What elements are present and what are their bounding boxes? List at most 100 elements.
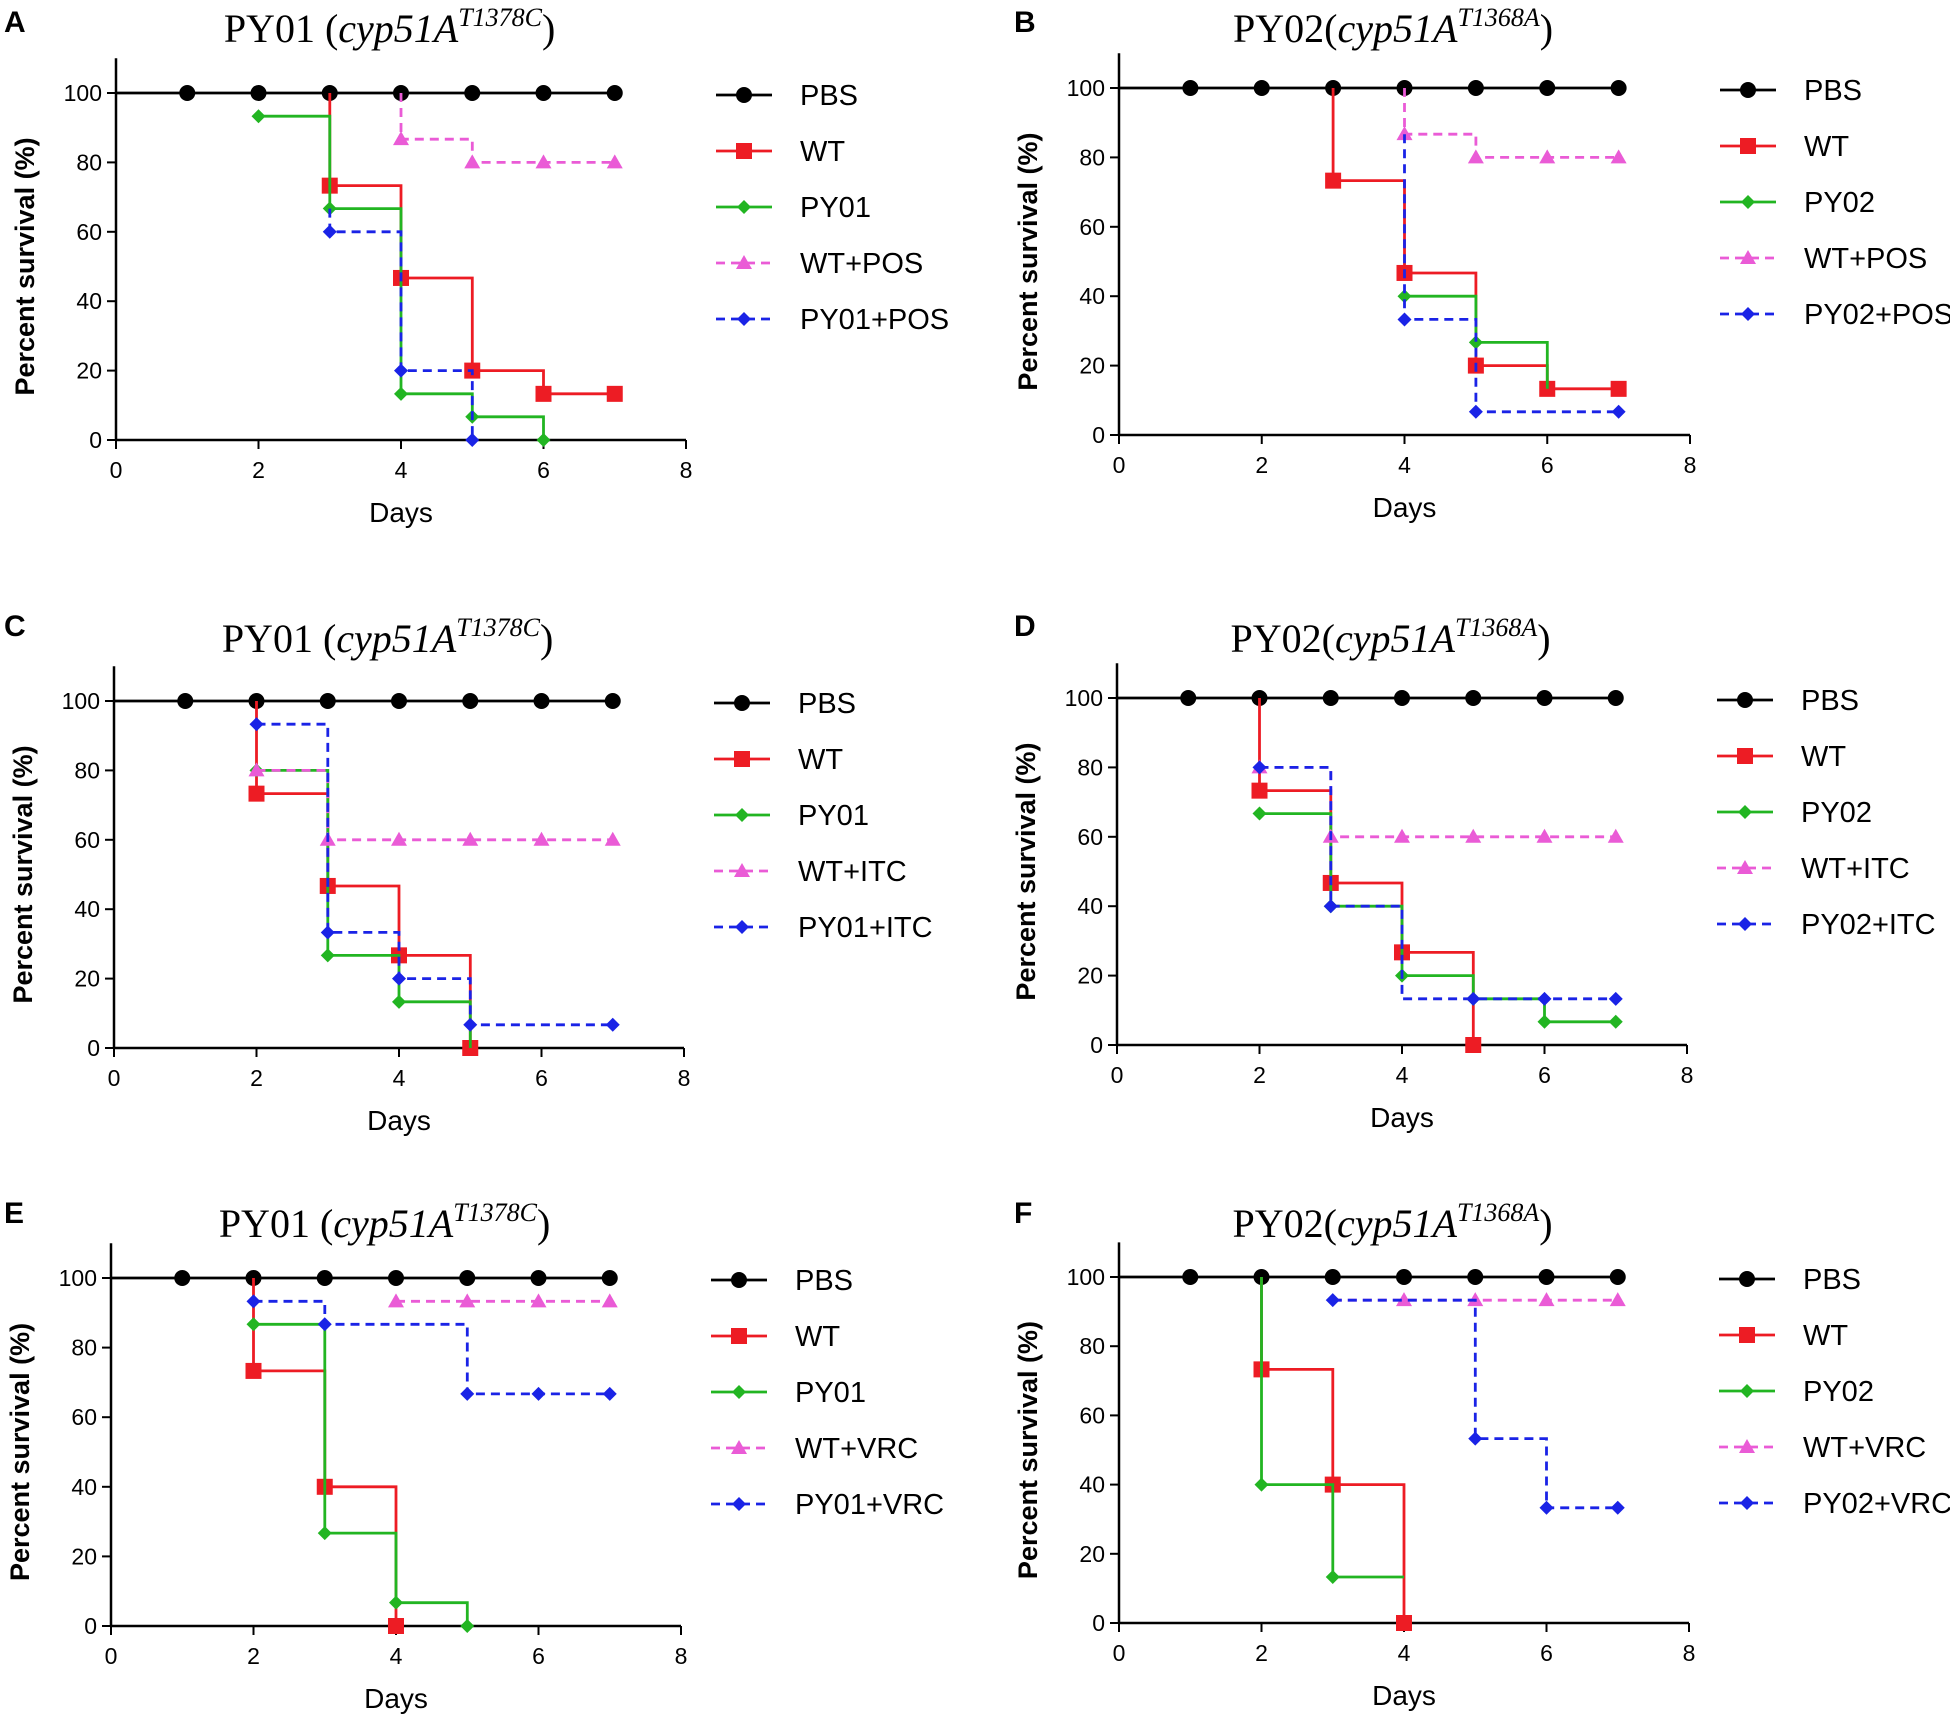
data-point bbox=[1252, 806, 1267, 821]
legend-label: WT bbox=[1803, 1320, 1848, 1352]
series-wt bbox=[1251, 698, 1482, 1053]
x-axis-label: Days bbox=[367, 1105, 431, 1136]
series-py01-plus-itc bbox=[249, 717, 620, 1032]
data-point bbox=[319, 693, 336, 709]
data-point bbox=[1467, 1269, 1484, 1285]
y-tick-label: 80 bbox=[1079, 144, 1105, 170]
y-axis-label: Percent survival (%) bbox=[5, 1323, 35, 1581]
data-point bbox=[1609, 1269, 1626, 1285]
data-point bbox=[177, 693, 194, 709]
data-point bbox=[602, 1386, 617, 1401]
data-point bbox=[459, 1270, 476, 1286]
x-axis-label: Days bbox=[369, 497, 433, 528]
data-point bbox=[601, 1293, 618, 1308]
data-point bbox=[1394, 690, 1410, 706]
survival-line bbox=[1403, 134, 1619, 414]
legend-label: WT bbox=[798, 744, 843, 776]
data-point bbox=[464, 85, 481, 101]
x-tick-label: 6 bbox=[1541, 452, 1554, 478]
data-point bbox=[1322, 690, 1339, 706]
data-point bbox=[462, 693, 479, 709]
y-axis-label: Percent survival (%) bbox=[1011, 742, 1041, 1000]
legend-marker bbox=[736, 87, 752, 103]
legend-item: PBS bbox=[1719, 1264, 1861, 1296]
data-point bbox=[535, 85, 552, 101]
legend-item: WT+ITC bbox=[714, 856, 907, 888]
series-py01 bbox=[246, 1317, 475, 1633]
data-point bbox=[1252, 760, 1267, 775]
legend-item: PBS bbox=[716, 80, 858, 112]
data-point bbox=[389, 1595, 403, 1610]
series-pbs bbox=[1119, 80, 1627, 96]
data-point bbox=[1182, 1269, 1199, 1285]
legend-marker bbox=[1739, 1271, 1755, 1287]
data-point bbox=[249, 717, 264, 732]
data-point bbox=[459, 1293, 476, 1308]
panel-letter: D bbox=[1014, 610, 1036, 643]
data-point bbox=[1538, 1292, 1555, 1307]
data-point bbox=[394, 363, 408, 378]
data-point bbox=[1536, 828, 1553, 843]
data-point bbox=[1324, 1269, 1341, 1285]
data-point bbox=[1396, 1269, 1412, 1285]
y-tick-label: 80 bbox=[74, 757, 100, 783]
data-point bbox=[535, 385, 552, 402]
data-point bbox=[1608, 991, 1623, 1006]
x-tick-label: 2 bbox=[247, 1643, 260, 1669]
data-point bbox=[460, 1619, 475, 1633]
data-point bbox=[1608, 1014, 1623, 1029]
chart-title: PY01 (cyp51AT1378C) bbox=[222, 613, 554, 661]
legend-label: PY01+ITC bbox=[798, 912, 933, 944]
data-point bbox=[1180, 690, 1197, 706]
data-point bbox=[606, 85, 623, 101]
legend-item: WT bbox=[1717, 741, 1846, 773]
y-tick-label: 0 bbox=[89, 427, 102, 453]
legend-marker bbox=[731, 1328, 747, 1344]
data-point bbox=[1325, 1569, 1340, 1584]
x-axis-label: Days bbox=[1370, 1102, 1434, 1133]
legend-item: PY01+ITC bbox=[714, 912, 933, 944]
series-pbs bbox=[114, 693, 621, 709]
legend-label: PY02 bbox=[1803, 1376, 1874, 1408]
legend-item: PY02+POS bbox=[1720, 299, 1950, 331]
series-wt-plus-vrc bbox=[1332, 1292, 1626, 1307]
panel-b: B PY02(cyp51AT1368A) 0 20 40 60 80 100 0 2 4 6 8 Days… bbox=[1013, 3, 1950, 523]
data-point bbox=[462, 831, 479, 846]
data-point bbox=[463, 1017, 478, 1032]
legend-marker bbox=[1737, 860, 1753, 874]
legend-label: PY01 bbox=[795, 1377, 866, 1409]
panel-letter: A bbox=[4, 6, 26, 39]
y-tick-label: 100 bbox=[1065, 685, 1103, 711]
data-point bbox=[1610, 80, 1627, 96]
x-tick-label: 2 bbox=[1253, 1062, 1266, 1088]
data-point bbox=[1539, 1500, 1554, 1515]
legend-marker bbox=[1739, 1327, 1755, 1343]
data-point bbox=[605, 1017, 620, 1032]
x-tick-label: 6 bbox=[535, 1065, 548, 1091]
legend-item: PY01+VRC bbox=[711, 1489, 944, 1521]
legend-item: WT bbox=[716, 136, 845, 168]
legend-marker bbox=[1740, 1496, 1754, 1510]
data-point bbox=[465, 433, 480, 447]
legend-item: WT bbox=[711, 1321, 840, 1353]
x-tick-label: 2 bbox=[252, 457, 265, 483]
data-point bbox=[601, 1270, 618, 1286]
x-tick-label: 6 bbox=[1540, 1640, 1553, 1666]
survival-line bbox=[328, 208, 474, 440]
legend-label: PY01 bbox=[800, 192, 871, 224]
data-point bbox=[1396, 126, 1413, 141]
series-py02-plus-vrc bbox=[1325, 1293, 1625, 1515]
data-point bbox=[533, 831, 550, 846]
data-point bbox=[320, 925, 335, 940]
data-point bbox=[391, 693, 407, 709]
legend-marker bbox=[735, 808, 749, 822]
series-py02 bbox=[1397, 289, 1549, 389]
data-point bbox=[1466, 991, 1481, 1006]
legend-label: WT+ITC bbox=[1801, 853, 1910, 885]
legend-label: PBS bbox=[1804, 75, 1862, 107]
x-tick-label: 0 bbox=[108, 1065, 121, 1091]
data-point bbox=[1253, 80, 1270, 96]
x-tick-label: 4 bbox=[1398, 1640, 1411, 1666]
data-point bbox=[1539, 80, 1556, 96]
legend-label: PBS bbox=[798, 688, 856, 720]
